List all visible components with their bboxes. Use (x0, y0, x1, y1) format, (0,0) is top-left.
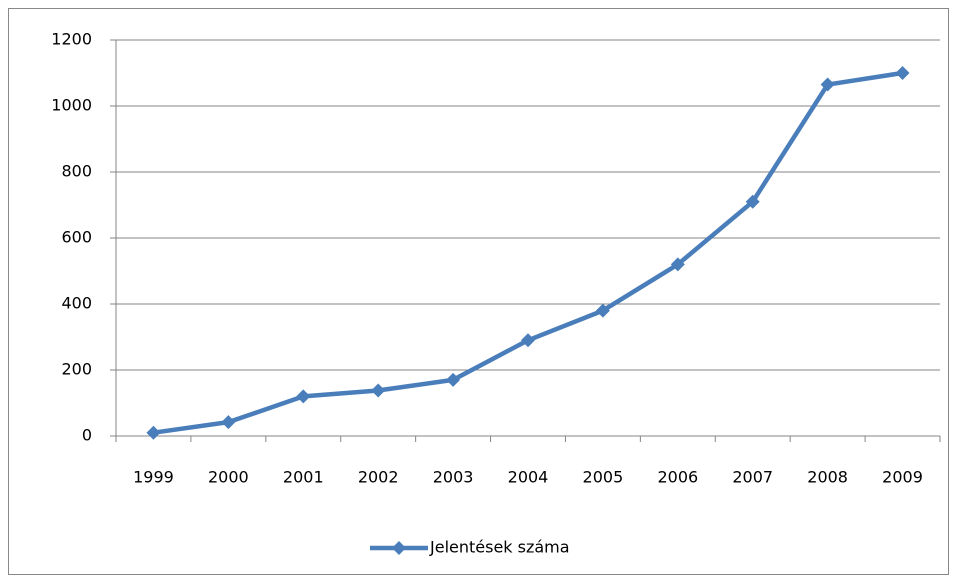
x-tick-label: 2003 (433, 468, 474, 487)
point (745, 194, 760, 209)
y-tick-label: 1200 (51, 30, 92, 49)
x-tick-label: 2008 (807, 468, 848, 487)
x-tick-label: 2007 (732, 468, 773, 487)
x-tick-label: 2006 (657, 468, 698, 487)
point (446, 372, 461, 387)
x-tick-label: 1999 (133, 468, 174, 487)
point (521, 333, 535, 348)
point (820, 77, 835, 92)
point (895, 66, 910, 80)
x-tick-label: 2002 (358, 468, 399, 487)
point (221, 415, 236, 430)
y-tick-label: 0 (82, 426, 92, 445)
y-tick-label: 600 (61, 228, 92, 247)
x-tick-label: 2000 (208, 468, 249, 487)
y-tick-label: 200 (61, 360, 92, 379)
point (595, 303, 610, 318)
x-tick-label: 2001 (283, 468, 324, 487)
x-tick-label: 2009 (882, 468, 923, 487)
x-tick-label: 2004 (508, 468, 549, 487)
point (670, 257, 685, 272)
legend-label: Jelentések száma (429, 538, 570, 557)
point (146, 425, 161, 440)
legend-marker (392, 541, 406, 555)
y-tick-label: 400 (61, 294, 92, 313)
x-tick-label: 2005 (583, 468, 624, 487)
y-tick-label: 800 (61, 162, 92, 181)
point (296, 389, 311, 404)
y-tick-label: 1000 (51, 96, 92, 115)
point (371, 383, 386, 398)
chart-border (8, 8, 949, 575)
